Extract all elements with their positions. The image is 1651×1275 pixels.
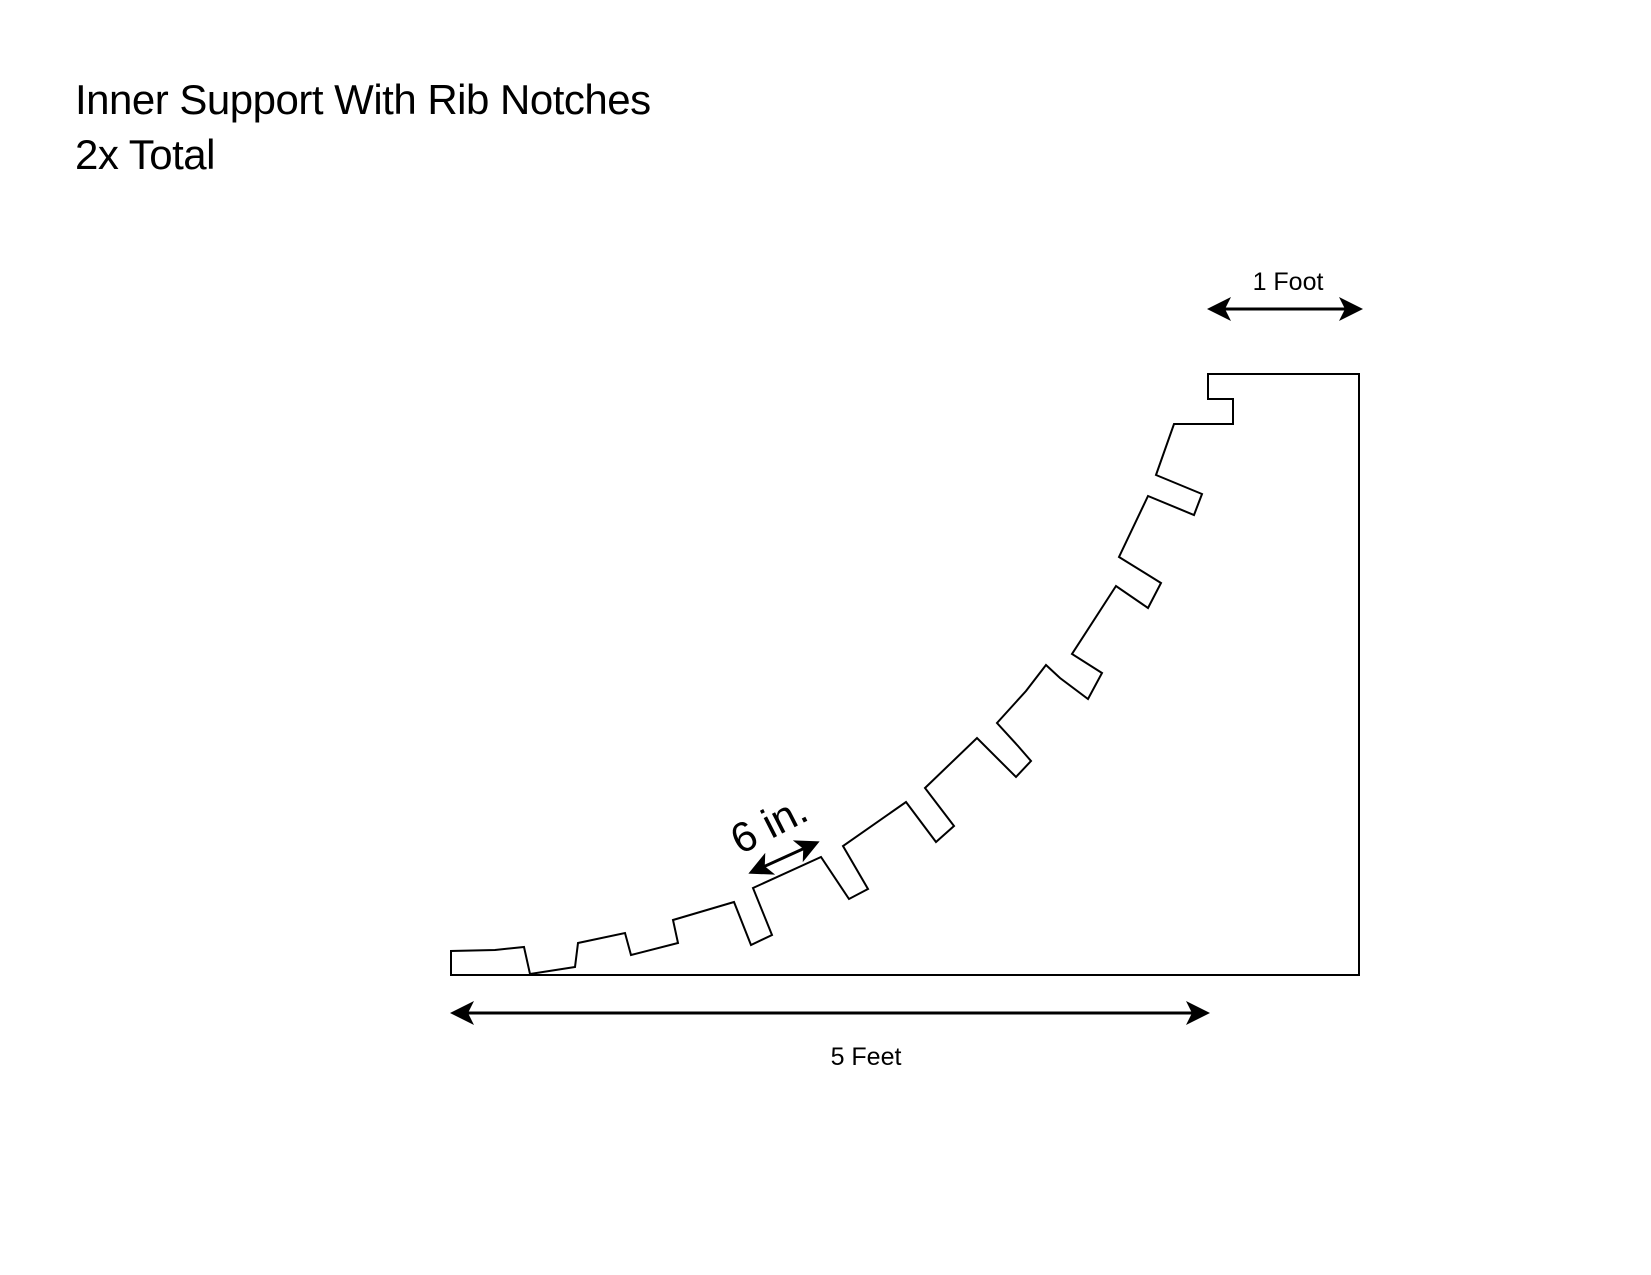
- title-block: Inner Support With Rib Notches 2x Total: [75, 72, 651, 182]
- notch-spacing-dimension-arrow: [748, 840, 820, 875]
- top-width-label: 1 Foot: [1253, 268, 1324, 296]
- base-length-label: 5 Feet: [831, 1043, 902, 1071]
- support-outline: [450, 373, 1360, 976]
- quantity-note: 2x Total: [75, 131, 215, 178]
- page-title: Inner Support With Rib Notches: [75, 76, 651, 123]
